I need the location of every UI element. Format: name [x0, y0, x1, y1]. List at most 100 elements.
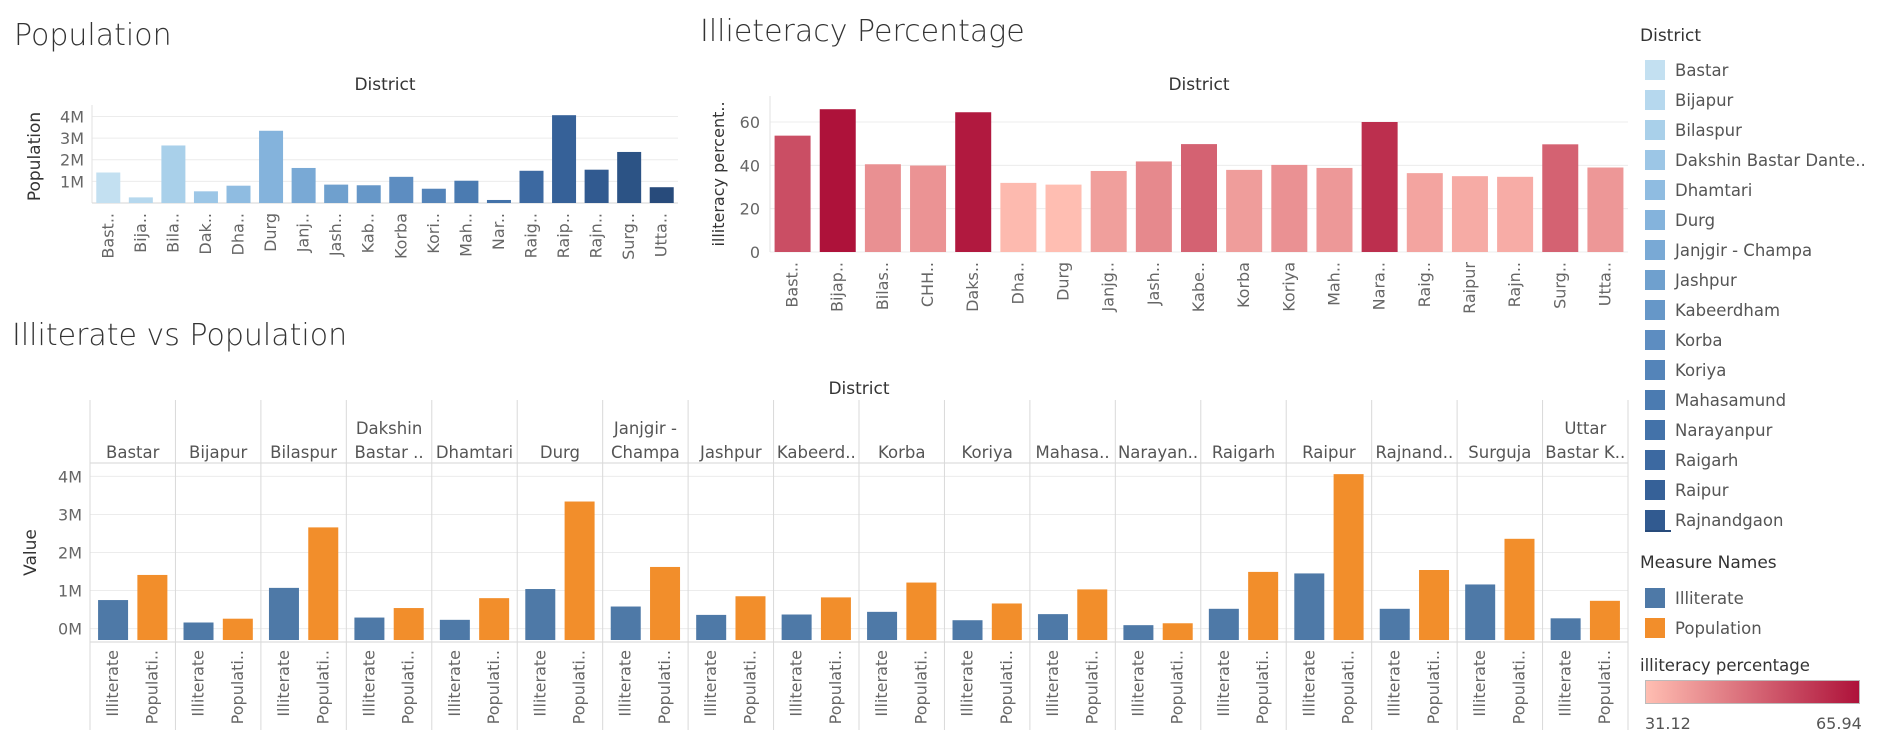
district-legend-item[interactable]: Janjgir - Champa — [1640, 237, 1812, 263]
x-tick-label: Janj.. — [294, 213, 313, 253]
illiteracy-bar — [1135, 161, 1172, 252]
illiterate-bar — [183, 622, 214, 640]
illiteracy-bar — [910, 165, 947, 252]
district-legend-item[interactable]: Jashpur — [1640, 267, 1737, 293]
measure-tick-label: Illiterate — [1385, 650, 1404, 717]
x-tick-label: Bast.. — [98, 213, 117, 259]
measure-tick-label: Populati.. — [1509, 650, 1528, 724]
illiterate-bar — [952, 620, 983, 640]
district-legend-item[interactable]: Kabeerdham — [1640, 297, 1780, 323]
x-tick-label: Surg.. — [1550, 262, 1569, 309]
district-header-label: Dhamtari — [436, 443, 513, 462]
district-legend-label: Koriya — [1675, 360, 1727, 380]
population-bar — [650, 566, 681, 640]
illiterate-vs-population-title: Illiterate vs Population — [12, 318, 348, 353]
district-header-label: Surguja — [1468, 443, 1531, 462]
x-tick-label: Kabe.. — [1189, 262, 1208, 312]
population-bar — [1419, 570, 1450, 640]
illiteracy-bar — [1497, 176, 1534, 252]
district-header-label: Narayan.. — [1118, 443, 1198, 462]
y-tick-label: 0M — [58, 620, 82, 639]
district-header-label: Bastar K.. — [1545, 443, 1625, 462]
district-legend-item[interactable]: Mahasamund — [1640, 387, 1786, 413]
x-tick-label: Bijap.. — [828, 262, 847, 312]
measure-tick-label: Populati.. — [1082, 650, 1101, 724]
illiteracy-bar — [1181, 144, 1217, 252]
illiteracy-bar-chart: District illiteracy percent.. 60 40 20 0 Bast.… — [709, 75, 1628, 314]
population-bar — [1162, 623, 1193, 640]
district-legend-item[interactable]: Narayanpur — [1640, 417, 1772, 443]
district-color-swatch — [1645, 330, 1665, 350]
x-tick-label: Raig.. — [522, 213, 541, 258]
population-bar — [389, 176, 414, 203]
district-legend-item[interactable]: Dhamtari — [1640, 177, 1752, 203]
illiterate-bar — [1379, 608, 1410, 640]
measure-tick-label: Illiterate — [1556, 650, 1575, 717]
illiterate-bar — [268, 587, 299, 640]
measure-legend-item-population[interactable]: Population — [1640, 615, 1762, 641]
population-bar — [226, 185, 251, 203]
illiteracy-bar — [955, 112, 992, 252]
x-tick-label: Dak.. — [196, 213, 215, 255]
x-tick-label: Utta.. — [1595, 262, 1614, 306]
x-tick-label: Raipur — [1460, 262, 1479, 314]
y-tick-label: 1M — [60, 172, 84, 191]
x-tick-label: Raip.. — [554, 213, 573, 258]
district-header-label: Dakshin — [356, 419, 422, 438]
measure-tick-label: Illiterate — [1043, 650, 1062, 717]
district-legend-item[interactable]: Bilaspur — [1640, 117, 1742, 143]
district-legend-label: Dhamtari — [1675, 180, 1753, 200]
measure-tick-label: Populati.. — [1253, 650, 1272, 724]
district-legend-item[interactable]: Dakshin Bastar Dante.. — [1640, 147, 1866, 173]
legend-panel: District Bastar Bijapur Bilaspur Dakshin Ba… — [1640, 20, 1880, 733]
district-legend-label: Rajnandgaon — [1675, 510, 1784, 530]
illiteracy-gradient-bar — [1645, 680, 1860, 704]
measure-tick-label: Illiterate — [872, 650, 891, 717]
district-legend-label: Jashpur — [1675, 270, 1737, 290]
illiterate-bar — [1123, 625, 1154, 640]
district-legend-item[interactable]: Durg — [1640, 207, 1715, 233]
measure-legend-label: Illiterate — [1675, 588, 1744, 608]
y-tick-label: 2M — [58, 544, 82, 563]
district-color-swatch — [1645, 360, 1665, 380]
district-legend-item[interactable]: Bastar — [1640, 57, 1728, 83]
district-legend-item[interactable]: Bijapur — [1640, 87, 1733, 113]
illiteracy-bar — [819, 109, 856, 252]
measure-tick-label: Populati.. — [1595, 650, 1614, 724]
measure-tick-label: Illiterate — [1299, 650, 1318, 717]
measure-tick-label: Illiterate — [1214, 650, 1233, 717]
x-tick-label: Dha.. — [1008, 262, 1027, 304]
illiterate-bar — [1465, 584, 1496, 640]
measure-legend-item-illiterate[interactable]: Illiterate — [1640, 585, 1744, 611]
district-color-swatch — [1645, 60, 1665, 80]
population-bar — [421, 188, 446, 203]
district-legend-item[interactable]: Raigarh — [1640, 447, 1738, 473]
district-legend-item[interactable]: Rajnandgaon — [1640, 507, 1783, 533]
x-tick-label: Janjg.. — [1099, 262, 1118, 312]
x-tick-label: Jash.. — [326, 213, 345, 257]
measure-tick-label: Populati.. — [1424, 650, 1443, 724]
district-legend-item[interactable]: Koriya — [1640, 357, 1726, 383]
district-header-label: Raipur — [1302, 443, 1356, 462]
district-color-swatch — [1645, 90, 1665, 110]
population-bar — [486, 199, 511, 203]
population-bar — [479, 598, 510, 640]
illiterate-bar — [1208, 608, 1239, 640]
column-header: District — [354, 75, 415, 95]
population-bar — [308, 527, 339, 640]
district-header-label: Uttar — [1564, 419, 1606, 438]
illiterate-bar — [696, 614, 727, 640]
x-tick-label: Utta.. — [652, 213, 671, 257]
x-tick-label: Bast.. — [783, 262, 802, 308]
y-tick-label: 0 — [750, 243, 760, 262]
x-tick-label: Durg — [1054, 262, 1073, 301]
population-bar — [259, 130, 284, 203]
illiterate-bar — [525, 589, 556, 640]
district-legend-item[interactable]: Raipur — [1640, 477, 1729, 503]
x-tick-label: Mah.. — [1324, 262, 1343, 306]
x-tick-label: Kori.. — [424, 213, 443, 254]
district-color-swatch — [1645, 510, 1665, 530]
measure-tick-label: Populati.. — [570, 650, 589, 724]
district-legend-item[interactable]: Korba — [1640, 327, 1722, 353]
population-bar — [1589, 600, 1620, 640]
